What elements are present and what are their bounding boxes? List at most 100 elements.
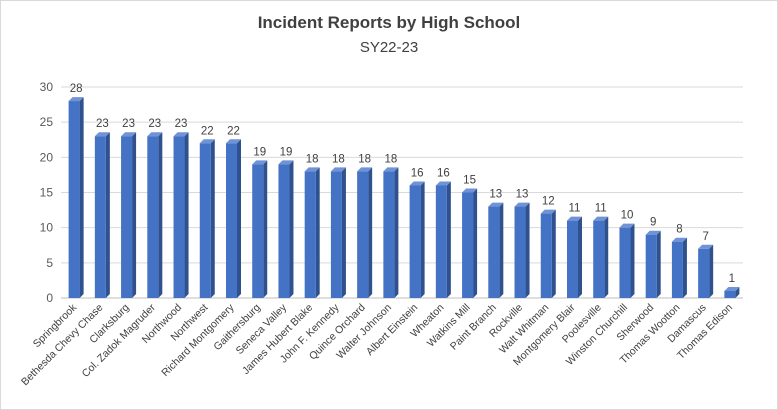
data-label: 13 [489,189,502,201]
y-tick-label: 25 [40,115,54,129]
bar [278,160,294,298]
bar-side [656,230,661,298]
bar [225,139,242,298]
data-label: 19 [280,146,293,158]
data-label: 23 [122,118,135,130]
bar [540,209,556,298]
data-label: 22 [227,125,240,137]
data-label: 7 [702,231,708,243]
bar-top [514,202,530,207]
bar [173,132,189,298]
bar-top [357,167,373,172]
y-tick-label: 0 [46,291,53,305]
bar-front [593,220,605,298]
bar-side [551,209,556,298]
bar-front [121,136,133,298]
bar [698,244,714,298]
bar [147,132,163,298]
data-label: 1 [729,273,735,285]
bar [383,167,399,298]
bar-front [68,101,80,298]
bar-top [435,181,451,186]
bar-side [132,132,137,298]
bar [488,202,504,298]
bar-top [593,216,609,221]
y-tick-label: 20 [40,150,54,164]
bar [435,181,451,298]
bar-top [698,244,714,249]
bar-side [237,139,242,298]
bar-front [173,136,185,298]
bar-side [394,167,399,298]
bar-front [514,206,526,298]
bar-top [121,132,137,137]
bar [645,230,661,298]
bar [514,202,530,298]
bar-side [341,167,346,298]
bar-top [330,167,346,172]
data-label: 16 [411,167,424,179]
bar-front [383,171,395,298]
bar [199,139,215,298]
bar-side [682,237,687,298]
bar-top [225,139,242,144]
bar-top [278,160,294,165]
bar-front [409,185,421,298]
bar [566,216,583,298]
data-label: 22 [201,125,214,137]
data-label: 16 [437,167,450,179]
bar [724,286,740,298]
bar [409,181,425,298]
y-tick-label: 15 [40,186,54,200]
bar-side [105,132,110,298]
data-label: 23 [148,118,161,130]
bar-front [619,227,631,298]
bar [304,167,320,298]
bar-front [94,136,106,298]
bar-side [735,286,740,298]
bar-top [566,216,583,221]
bar-front [357,171,369,298]
bar-front [147,136,159,298]
bar-top [671,237,687,242]
bar [619,223,635,298]
bar-side [210,139,215,298]
bar-top [540,209,556,214]
bar-front [330,171,342,298]
bar-side [263,160,268,298]
bar-side [420,181,425,298]
data-label: 18 [384,153,397,165]
y-tick-label: 30 [40,80,54,94]
bar-side [578,216,583,298]
data-label: 28 [70,83,83,95]
bar-side [630,223,635,298]
data-label: 23 [96,118,109,130]
bar-front [488,206,500,298]
bar-top [462,188,478,193]
bar-front [566,220,579,298]
bar-front [724,290,736,298]
y-tick-label: 5 [46,256,53,270]
bar-top [409,181,425,186]
bar-front [199,143,211,298]
y-axis-ticks: 0 5 10 15 20 25 30 [40,80,54,305]
bar-side [368,167,373,298]
data-label: 23 [175,118,188,130]
bar-front [225,143,238,298]
bar-front [278,164,290,298]
bar-front [462,192,474,298]
bar-top [94,132,110,137]
data-label: 15 [463,175,476,187]
bar-side [709,244,714,298]
data-label: 18 [306,153,319,165]
bar [330,167,346,298]
bar-side [79,97,84,298]
bar-side [184,132,189,298]
bar-side [525,202,530,298]
bar-front [671,241,683,298]
bar-top [68,97,84,102]
bar-side [315,167,320,298]
